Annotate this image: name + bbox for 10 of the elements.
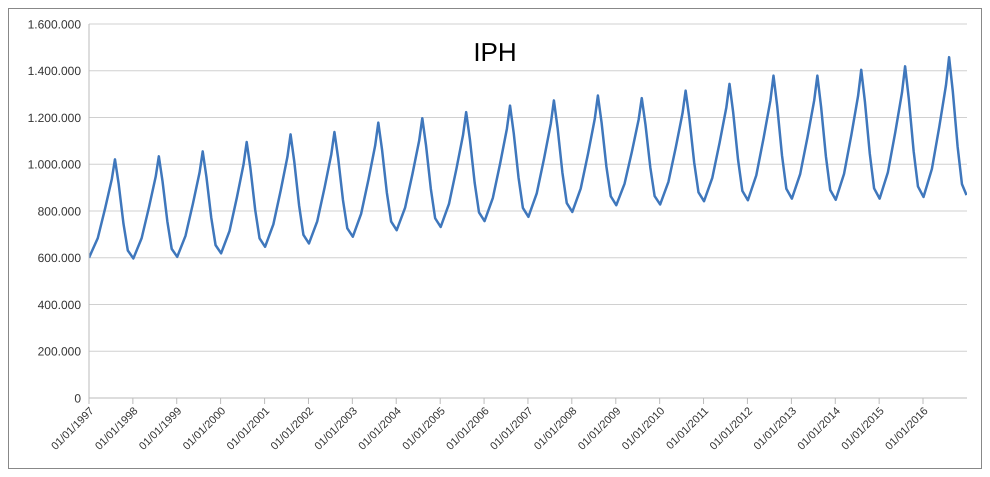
- y-tick-label: 800.000: [38, 204, 82, 218]
- y-tick-label: 1.200.000: [28, 110, 82, 125]
- y-tick-label: 1.600.000: [28, 17, 82, 32]
- text: IPH: [473, 37, 517, 67]
- y-tick-label: 400.000: [38, 298, 82, 312]
- y-tick-label: 200.000: [38, 344, 82, 359]
- y-tick-label: 0: [74, 391, 82, 406]
- y-tick-label: 1.400.000: [28, 64, 82, 78]
- y-tick-label: 1.000.000: [28, 158, 82, 172]
- y-tick-label: 600.000: [38, 251, 82, 266]
